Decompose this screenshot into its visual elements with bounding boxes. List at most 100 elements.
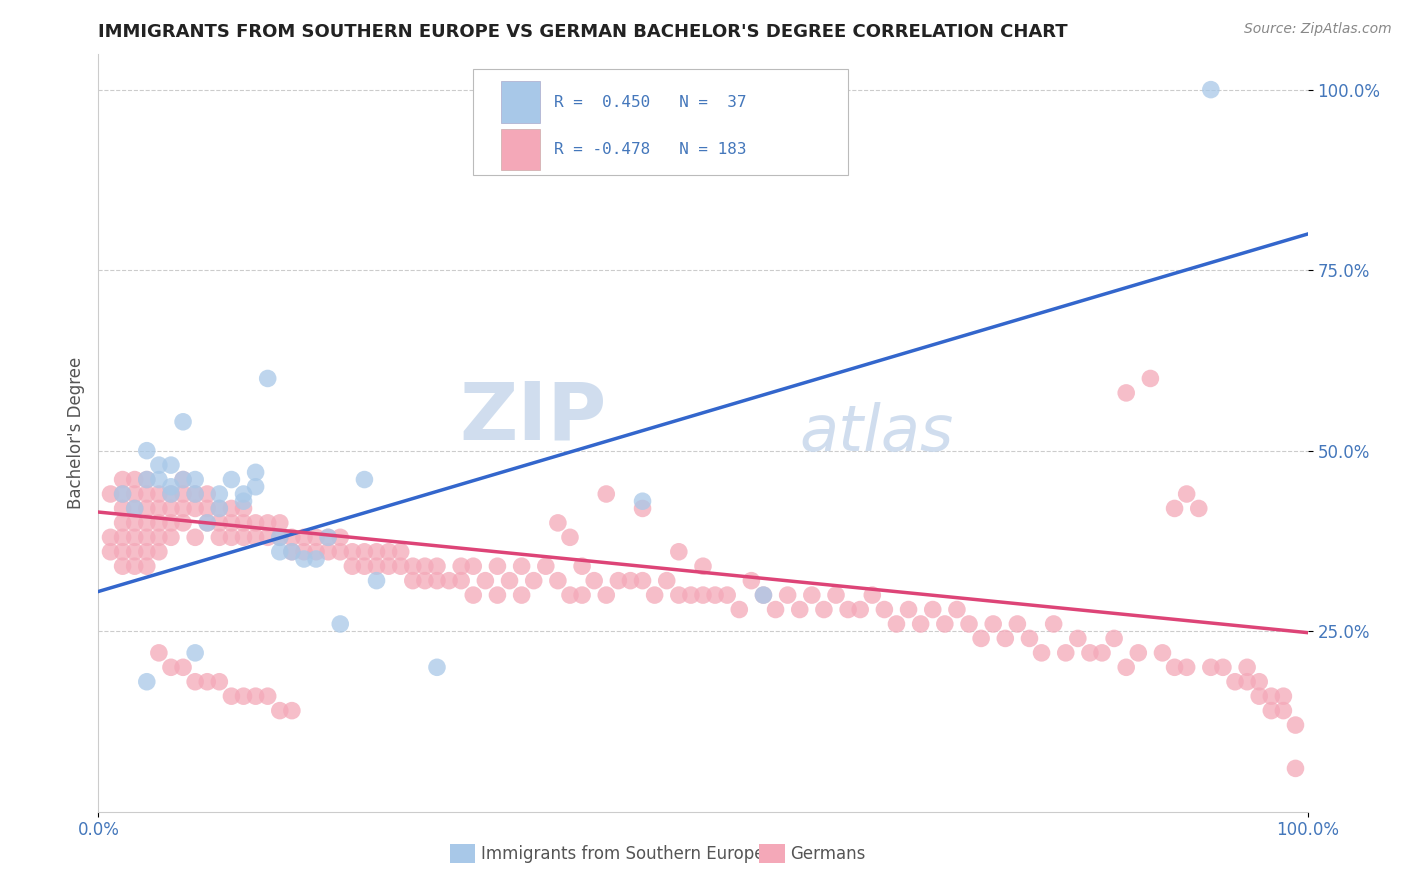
Point <box>148 473 170 487</box>
Point <box>342 545 364 559</box>
Point <box>124 501 146 516</box>
Point <box>305 530 328 544</box>
Point <box>269 516 291 530</box>
Point <box>571 588 593 602</box>
Point <box>172 516 194 530</box>
Point <box>873 602 896 616</box>
Point <box>305 552 328 566</box>
Point <box>353 559 375 574</box>
Point <box>389 559 412 574</box>
Point <box>184 473 207 487</box>
Point <box>160 458 183 472</box>
Point <box>281 530 304 544</box>
Point <box>111 487 134 501</box>
Point <box>704 588 727 602</box>
Point <box>607 574 630 588</box>
Point <box>728 602 751 616</box>
Point <box>946 602 969 616</box>
Point <box>1284 718 1306 732</box>
Point <box>208 530 231 544</box>
Point <box>184 487 207 501</box>
Point <box>221 473 243 487</box>
Point <box>1042 617 1064 632</box>
Point <box>160 487 183 501</box>
Point <box>1091 646 1114 660</box>
Point <box>221 501 243 516</box>
Point <box>1236 674 1258 689</box>
Point <box>1199 82 1222 96</box>
Point <box>1031 646 1053 660</box>
Point <box>547 516 569 530</box>
Point <box>498 574 520 588</box>
Point <box>486 559 509 574</box>
Point <box>486 588 509 602</box>
Point <box>994 632 1017 646</box>
Point <box>281 545 304 559</box>
Point <box>160 487 183 501</box>
Point <box>135 530 157 544</box>
Point <box>160 501 183 516</box>
Point <box>316 530 339 544</box>
Point <box>124 545 146 559</box>
Point <box>897 602 920 616</box>
Point <box>111 487 134 501</box>
Point <box>172 415 194 429</box>
Point <box>184 646 207 660</box>
Point <box>124 516 146 530</box>
Text: R = -0.478   N = 183: R = -0.478 N = 183 <box>554 142 747 157</box>
Point <box>450 574 472 588</box>
Point <box>245 689 267 703</box>
Point <box>789 602 811 616</box>
Point <box>426 574 449 588</box>
Point <box>172 473 194 487</box>
Point <box>389 545 412 559</box>
Point <box>1115 660 1137 674</box>
Point <box>148 516 170 530</box>
Point <box>534 559 557 574</box>
Point <box>245 530 267 544</box>
Point <box>111 530 134 544</box>
Point <box>921 602 943 616</box>
Point <box>1236 660 1258 674</box>
Point <box>510 588 533 602</box>
Point <box>571 559 593 574</box>
Point <box>329 617 352 632</box>
Point <box>148 545 170 559</box>
Point <box>450 559 472 574</box>
Point <box>800 588 823 602</box>
Point <box>232 516 254 530</box>
Point <box>910 617 932 632</box>
Point <box>245 480 267 494</box>
Point <box>402 574 425 588</box>
Point <box>160 480 183 494</box>
Point <box>426 559 449 574</box>
Point <box>195 516 218 530</box>
Point <box>135 501 157 516</box>
Point <box>1152 646 1174 660</box>
Point <box>232 501 254 516</box>
Point <box>740 574 762 588</box>
Point <box>135 559 157 574</box>
Point <box>135 516 157 530</box>
Point <box>644 588 666 602</box>
Point <box>256 689 278 703</box>
Point <box>184 487 207 501</box>
Point <box>716 588 738 602</box>
Point <box>184 530 207 544</box>
Point <box>886 617 908 632</box>
Point <box>124 530 146 544</box>
Point <box>1139 371 1161 385</box>
Point <box>292 545 315 559</box>
Point <box>160 660 183 674</box>
Y-axis label: Bachelor's Degree: Bachelor's Degree <box>66 357 84 508</box>
Point <box>1175 487 1198 501</box>
Point <box>292 552 315 566</box>
Point <box>124 473 146 487</box>
Point <box>765 602 787 616</box>
Point <box>305 545 328 559</box>
Point <box>148 501 170 516</box>
Point <box>221 516 243 530</box>
Point <box>510 559 533 574</box>
Point <box>221 530 243 544</box>
Point <box>463 588 485 602</box>
